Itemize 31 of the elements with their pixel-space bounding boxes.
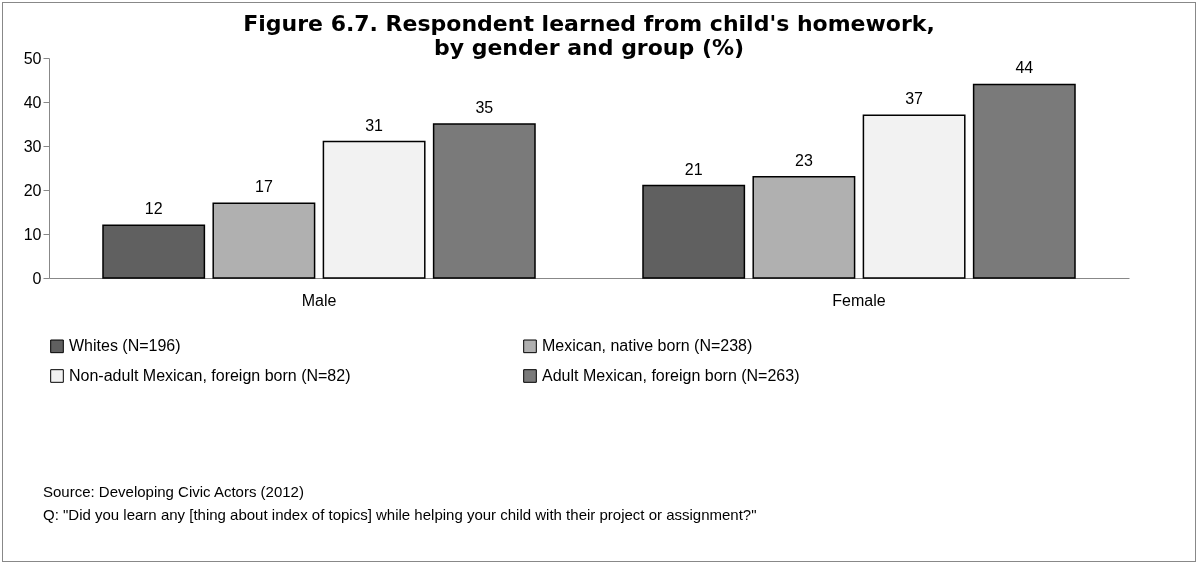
text: Q: "Did you learn any [thing about index of topics] while helping your child with their project or assignment?" xyxy=(43,506,757,523)
data-label: 31 xyxy=(365,116,384,134)
bar xyxy=(862,114,966,279)
legend-label: Adult Mexican, foreign born (N=263) xyxy=(542,367,800,384)
data-label: 23 xyxy=(795,151,813,169)
data-label: 21 xyxy=(684,160,703,178)
source-note: Source: Developing Civic Actors (2012) xyxy=(43,483,305,500)
data-label: 17 xyxy=(255,178,273,196)
data-label: 35 xyxy=(475,99,494,116)
bar xyxy=(642,184,746,279)
data-label: 44 xyxy=(1015,59,1034,77)
bar xyxy=(752,176,856,279)
x-tick-label: Female xyxy=(832,291,886,309)
legend-label: Non-adult Mexican, foreign born (N=82) xyxy=(69,367,351,384)
bar xyxy=(972,83,1076,279)
legend-label: Mexican, native born (N=238) xyxy=(542,337,753,355)
bar xyxy=(432,123,536,279)
y-tick-label: 20 xyxy=(23,181,42,199)
bar xyxy=(212,202,316,279)
data-label: 12 xyxy=(144,200,163,218)
y-tick-label: 50 xyxy=(23,49,42,67)
chart-title: Figure 6.7. Respondent learned from child's homework, by gender and group (%) xyxy=(243,11,935,60)
y-tick-label: 10 xyxy=(23,225,42,243)
y-tick-label: 30 xyxy=(23,137,42,155)
y-tick-label: 40 xyxy=(23,93,42,111)
bar xyxy=(322,140,426,279)
data-label: 37 xyxy=(905,90,924,108)
x-tick-label: Male xyxy=(301,291,337,309)
legend-label: Whites (N=196) xyxy=(69,337,181,355)
y-tick-label: 0 xyxy=(32,269,42,287)
bar xyxy=(102,224,206,279)
